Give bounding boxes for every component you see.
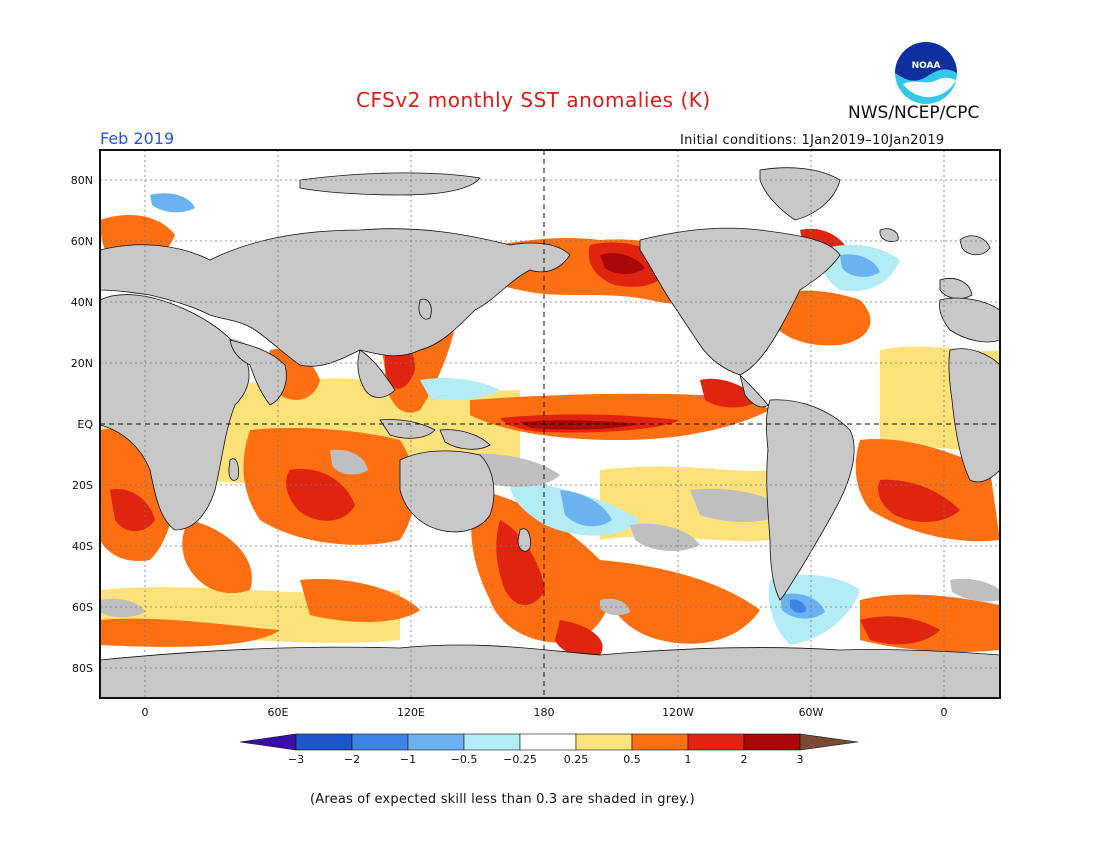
colorbar-swatch <box>463 733 521 751</box>
lat-label: 40N <box>71 296 93 309</box>
colorbar-swatch <box>687 733 745 751</box>
lat-label: 20S <box>72 479 93 492</box>
lon-label: 60E <box>268 706 289 719</box>
colorbar-swatch <box>407 733 465 751</box>
lon-label: 120E <box>397 706 425 719</box>
anomaly-3-patches <box>520 253 645 430</box>
longitude-labels: 0 60E 120E 180 120W 60W 0 <box>142 706 948 719</box>
lon-label: 60W <box>799 706 824 719</box>
colorbar-low-arrow <box>239 733 297 751</box>
colorbar-tick-label: −0.5 <box>451 753 478 766</box>
lat-label: 60N <box>71 235 93 248</box>
colorbar-tick-label: −3 <box>288 753 304 766</box>
lon-label: 0 <box>941 706 948 719</box>
colorbar-tick-label: 2 <box>741 753 748 766</box>
colorbar-tick-label: 3 <box>797 753 804 766</box>
map-frame <box>99 149 1001 699</box>
initial-conditions: Initial conditions: 1Jan2019–10Jan2019 <box>680 133 945 148</box>
lat-label: 60S <box>72 601 93 614</box>
colorbar-swatch <box>631 733 689 751</box>
lat-label: 40S <box>72 540 93 553</box>
forecast-month: Feb 2019 <box>100 129 175 148</box>
organization-label: NWS/NCEP/CPC <box>848 103 980 123</box>
map-field <box>100 150 1000 698</box>
anomaly-2-patches <box>110 228 960 657</box>
footnote: (Areas of expected skill less than 0.3 a… <box>310 792 695 807</box>
colorbar-tick-label: 0.5 <box>623 753 641 766</box>
colorbar-tick-label: 1 <box>685 753 692 766</box>
lon-label: 0 <box>142 706 149 719</box>
chart-title: CFSv2 monthly SST anomalies (K) <box>356 88 711 112</box>
colorbar-tick-label: −0.25 <box>503 753 537 766</box>
colorbar-tick-label: −1 <box>400 753 416 766</box>
land-masses <box>100 167 1000 698</box>
colorbar-swatch <box>519 733 577 751</box>
colorbar-tick-label: 0.25 <box>564 753 589 766</box>
colorbar-swatch <box>743 733 801 751</box>
noaa-logo: NOAA <box>893 40 959 106</box>
lon-label: 120W <box>662 706 694 719</box>
colorbar: −3 −2 −1 −0.5 −0.25 0.25 0.5 1 2 3 <box>239 733 859 766</box>
colorbar-tick-label: −2 <box>344 753 360 766</box>
colorbar-high-arrow <box>799 733 859 751</box>
lon-label: 180 <box>534 706 555 719</box>
grid-lines <box>100 150 1000 698</box>
lat-label: EQ <box>77 418 93 431</box>
lat-label: 80N <box>71 174 93 187</box>
colorbar-swatch <box>351 733 409 751</box>
noaa-logo-icon: NOAA <box>895 42 957 104</box>
colorbar-swatch <box>295 733 353 751</box>
latitude-labels: 80N 60N 40N 20N EQ 20S 40S 60S 80S <box>71 174 94 675</box>
logo-text: NOAA <box>912 61 941 71</box>
lat-label: 80S <box>72 662 93 675</box>
colorbar-swatch <box>575 733 633 751</box>
lat-label: 20N <box>71 357 93 370</box>
